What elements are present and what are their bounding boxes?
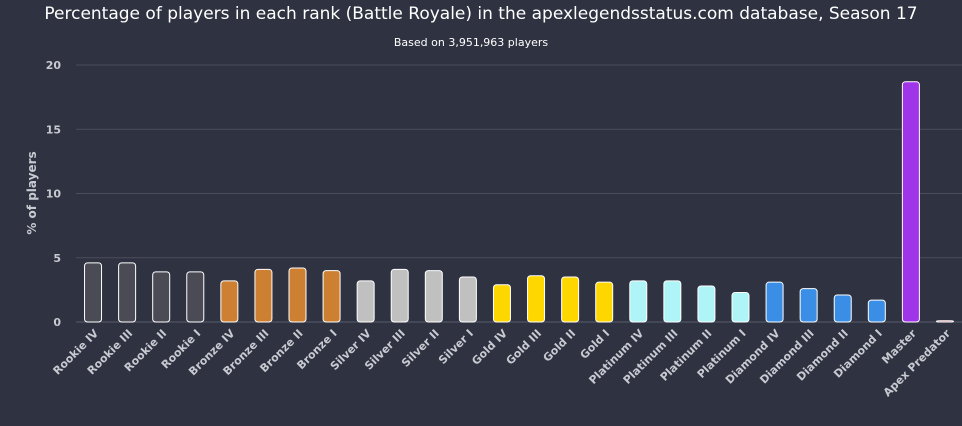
bar[interactable] (697, 285, 716, 323)
bars (84, 81, 954, 323)
bar[interactable] (220, 280, 239, 323)
bar[interactable] (118, 262, 137, 323)
chart-subtitle: Based on 3,951,963 players (393, 36, 549, 49)
bar[interactable] (492, 284, 511, 323)
bar[interactable] (867, 299, 886, 323)
bar[interactable] (186, 271, 205, 323)
x-tick-label: Silver II (399, 327, 442, 370)
bar[interactable] (288, 267, 307, 323)
x-tick-label: Gold II (541, 327, 579, 365)
bar[interactable] (561, 276, 580, 323)
chart-title: Percentage of players in each rank (Batt… (44, 4, 918, 24)
bar[interactable] (765, 281, 784, 323)
y-tick-label: 0 (53, 316, 61, 329)
y-tick-label: 15 (46, 123, 61, 136)
bar[interactable] (833, 294, 852, 323)
bar[interactable] (356, 280, 375, 323)
bar[interactable] (527, 275, 546, 323)
bar[interactable] (935, 320, 954, 323)
y-tick-label: 10 (46, 188, 62, 201)
bar[interactable] (731, 291, 750, 323)
bar[interactable] (629, 280, 648, 323)
x-tick-label: Gold III (504, 327, 545, 368)
gridlines (76, 64, 962, 323)
bar[interactable] (901, 81, 920, 323)
bar[interactable] (254, 268, 273, 323)
bar[interactable] (152, 271, 171, 323)
y-axis: 0 5 10 15 20 (46, 59, 62, 329)
x-tick-label: Silver I (436, 327, 476, 367)
y-tick-label: 20 (46, 59, 62, 72)
bar[interactable] (595, 281, 614, 323)
bar[interactable] (390, 268, 409, 323)
bar[interactable] (84, 262, 103, 323)
y-axis-title: % of players (25, 151, 39, 234)
x-tick-label: Gold IV (469, 327, 510, 368)
bar[interactable] (424, 270, 443, 323)
bar[interactable] (322, 270, 341, 323)
bar[interactable] (458, 276, 477, 323)
bar[interactable] (799, 288, 818, 323)
bar[interactable] (663, 280, 682, 323)
y-tick-label: 5 (53, 252, 61, 265)
